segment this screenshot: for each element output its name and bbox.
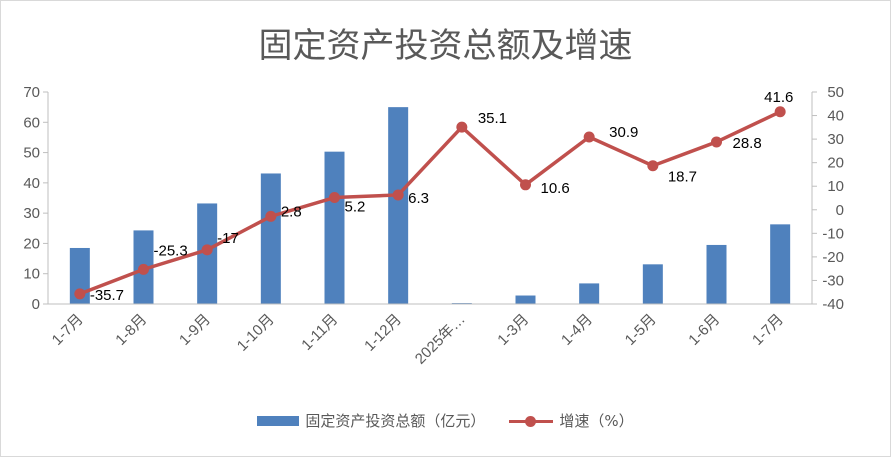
line-series: -35.7 -25.3 -17 2.8 5.2 6.3 35.1 10.6 30.9 18.7 28… (74, 89, 793, 304)
right-tick-label: 30 (827, 131, 844, 148)
right-tick-label: 20 (827, 155, 844, 172)
bar (515, 295, 536, 304)
bar (579, 283, 600, 304)
line-data-label: 5.2 (345, 199, 366, 216)
line-point (138, 263, 149, 275)
line-point (201, 244, 213, 256)
line-data-label: -17 (217, 230, 239, 247)
legend-line-swatch (509, 415, 554, 427)
line-data-label: 6.3 (408, 190, 429, 207)
line-point (711, 136, 722, 148)
x-tick-label: 1-10月 (234, 311, 278, 355)
x-tick-label: 1-6月 (685, 311, 723, 349)
line-point (74, 288, 86, 300)
legend-bar-swatch (257, 415, 300, 426)
x-tick-label: 1-7月 (49, 311, 87, 349)
legend-item-growth: 增速（%） (509, 410, 634, 431)
left-tick-label: 0 (32, 296, 40, 313)
right-tick-label: 0 (836, 202, 844, 219)
left-tick-label: 70 (23, 84, 40, 101)
line-point (774, 106, 786, 118)
chart-title: 固定资产投资总额及增速 (258, 26, 633, 66)
legend-label-growth: 增速（%） (559, 412, 634, 430)
right-tick-label: 10 (827, 178, 844, 195)
line-point (265, 210, 277, 222)
x-tick-label: 1-5月 (622, 311, 660, 349)
line-data-label: 28.8 (733, 135, 762, 152)
line-point (583, 131, 595, 143)
right-tick-label: -20 (822, 249, 844, 266)
growth-line (79, 110, 781, 296)
x-tick-label: 1-11月 (298, 311, 341, 354)
line-data-label: 41.6 (764, 89, 793, 106)
x-axis: 1-7月 1-8月 1-9月 1-10月 1-11月 1-12月 2025年… 1-3月 1-4… (48, 303, 812, 368)
right-tick-label: -30 (822, 272, 844, 289)
right-tick-label: 40 (827, 108, 844, 125)
left-tick-label: 50 (23, 145, 40, 162)
legend-label-investment: 固定资产投资总额（亿元） (305, 412, 486, 430)
right-tick-label: -10 (822, 225, 844, 242)
x-tick-label: 1-8月 (112, 311, 150, 349)
line-data-label: 10.6 (541, 180, 570, 197)
left-tick-label: 40 (23, 175, 40, 192)
bar (69, 247, 90, 304)
left-tick-label: 10 (23, 266, 40, 283)
line-point (392, 189, 404, 201)
left-tick-label: 20 (23, 235, 40, 252)
x-tick-label: 1-7月 (749, 311, 787, 349)
line-point (456, 121, 468, 133)
line-point (329, 192, 340, 204)
right-y-axis: -40 -30 -20 -10 0 10 20 30 40 50 (811, 84, 844, 313)
x-tick-label: 1-9月 (176, 311, 214, 349)
line-data-label: 2.8 (281, 203, 302, 220)
legend: 固定资产投资总额（亿元） 增速（%） (0, 410, 891, 431)
line-point (520, 179, 531, 191)
bar (642, 264, 663, 304)
line-data-label: -35.7 (90, 287, 124, 304)
left-tick-label: 60 (23, 114, 40, 131)
bar-series (69, 107, 791, 305)
x-tick-label: 1-12月 (361, 311, 405, 355)
bar (324, 151, 345, 304)
bar (770, 224, 791, 304)
right-tick-label: 50 (827, 84, 844, 101)
line-data-label: 18.7 (668, 169, 697, 186)
bar (388, 107, 409, 305)
right-tick-label: -40 (822, 296, 844, 313)
left-tick-label: 30 (23, 205, 40, 222)
x-tick-label: 1-4月 (558, 311, 596, 349)
legend-item-investment: 固定资产投资总额（亿元） (257, 410, 485, 431)
bar (260, 173, 281, 304)
x-tick-label: 1-3月 (494, 311, 532, 349)
bar (706, 244, 727, 304)
left-y-axis: 0 10 20 30 40 50 60 70 (23, 84, 49, 313)
line-data-label: 35.1 (478, 110, 507, 127)
line-point (647, 160, 659, 172)
line-data-label: -25.3 (154, 242, 188, 259)
line-data-label: 30.9 (609, 124, 638, 141)
x-tick-label: 2025年… (412, 311, 469, 368)
